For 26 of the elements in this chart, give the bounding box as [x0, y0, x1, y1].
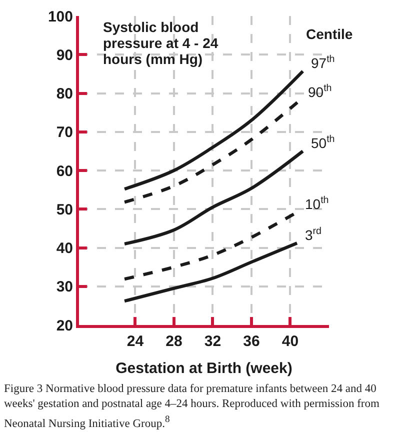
series-label: 90$^{th}$ [308, 83, 332, 100]
y-tick-label: 70 [56, 124, 73, 142]
x-tick-label: 28 [166, 333, 182, 350]
y-tick-label: 80 [56, 86, 73, 102]
x-tick-label: 40 [282, 333, 299, 350]
y-axis-title: Systolic blood pressure at 4 - 24 hours (mm Hg) [103, 19, 220, 67]
x-tick-label: 32 [204, 333, 222, 350]
y-tick-label: 20 [56, 317, 73, 334]
series-label: 50$^{th}$ [311, 134, 335, 151]
legend-title: Centile [306, 26, 353, 42]
x-axis-title: Gestation at Birth (week) [116, 360, 292, 377]
x-tick-label: 24 [126, 333, 144, 350]
y-tick-label: 50 [56, 201, 73, 218]
y-tick-label: 100 [48, 8, 73, 26]
y-tick-label: 40 [56, 240, 73, 257]
caption: Figure 3 Normative blood pressure data for premature infants between 24 and 40 weeks' gestation and postnatal age 4–24 hours. Reproduced with permission from Neonatal Nursing Initiative Group.$^{8}$ [4, 382, 380, 432]
series-label: 10$^{th}$ [305, 195, 329, 212]
line-series [122, 70, 304, 191]
x-tick-label: 36 [243, 333, 260, 350]
y-tick-label: 90 [56, 46, 73, 64]
y-tick-label: 30 [56, 278, 73, 296]
y-tick-label: 60 [56, 162, 73, 180]
line-series [122, 150, 304, 246]
series-label: 3$^{rd}$ [305, 226, 322, 243]
line-series [122, 242, 299, 303]
series-label: 97$^{th}$ [311, 54, 335, 71]
